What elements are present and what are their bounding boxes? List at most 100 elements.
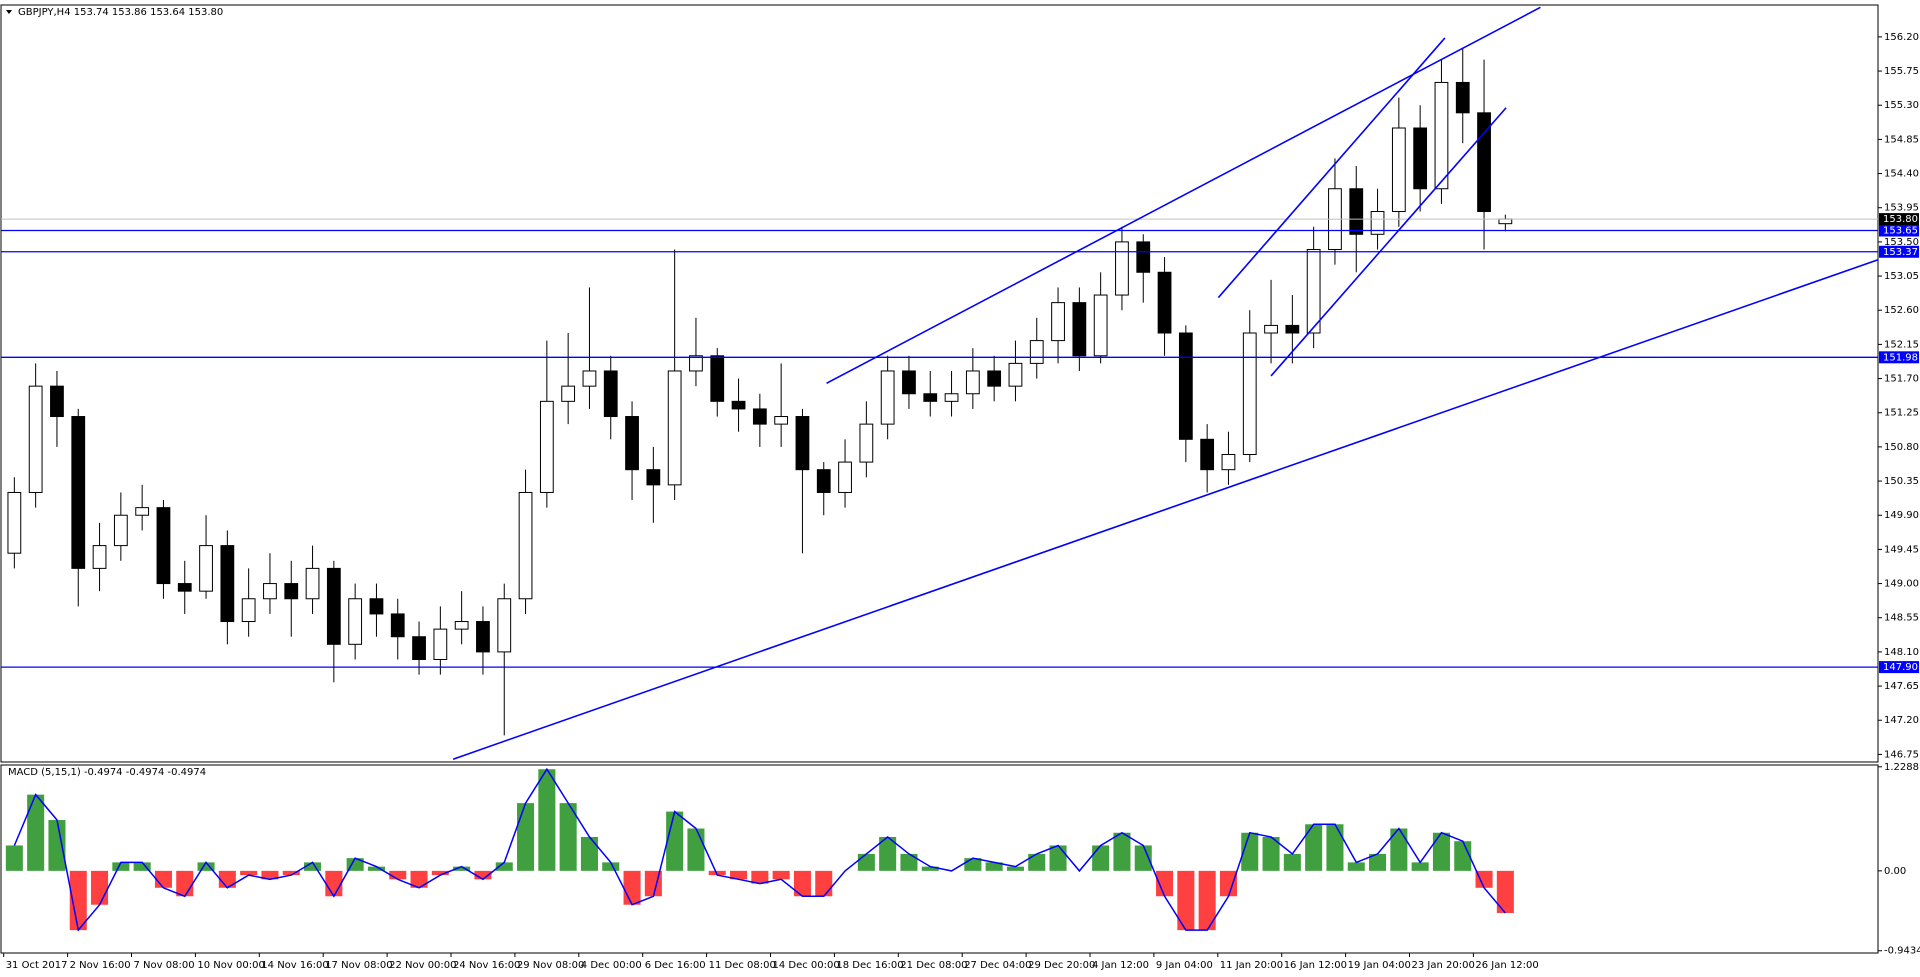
trendline	[826, 6, 1541, 384]
candle-body	[1178, 332, 1193, 440]
macd-bar	[261, 870, 279, 880]
macd-bar	[1347, 862, 1365, 871]
y-tick-label: 149.90	[1884, 510, 1919, 521]
candle-body	[1051, 302, 1065, 342]
y-tick-label: 146.75	[1884, 749, 1919, 760]
candle-body	[902, 370, 916, 395]
x-tick-label: 16 Jan 12:00	[1284, 960, 1347, 971]
macd-bar	[1283, 853, 1301, 871]
macd-bar	[687, 828, 705, 871]
x-tick-label: 17 Nov 08:00	[325, 960, 392, 971]
x-tick-label: 27 Dec 04:00	[964, 960, 1031, 971]
y-tick-label: 152.60	[1884, 305, 1919, 316]
macd-bar	[240, 870, 258, 876]
candle-body	[539, 400, 554, 493]
macd-bar	[580, 836, 598, 871]
macd-bar	[1028, 853, 1046, 871]
macd-bar	[346, 858, 364, 871]
macd-bar	[410, 870, 428, 888]
candle-body	[71, 416, 86, 569]
candle-body	[1093, 294, 1108, 357]
y-tick-label: 1.2288	[1884, 762, 1919, 773]
y-tick-label: 150.35	[1884, 476, 1919, 487]
candle-body	[433, 628, 448, 660]
level-label: 147.90	[1883, 662, 1918, 673]
candle-body	[518, 491, 533, 600]
macd-bar	[623, 870, 641, 905]
x-tick-label: 22 Nov 00:00	[389, 960, 456, 971]
y-tick-label: 148.10	[1884, 647, 1919, 658]
macd-bar	[1092, 845, 1110, 871]
level-tag	[1879, 224, 1919, 237]
macd-bar	[176, 870, 194, 897]
macd-bar	[1432, 832, 1450, 871]
macd-bar	[197, 862, 215, 871]
candle-body	[1242, 332, 1257, 455]
level-tag	[1879, 351, 1919, 364]
candle-body	[135, 507, 150, 516]
level-label: 153.37	[1883, 247, 1918, 258]
macd-bar	[1006, 866, 1024, 871]
candle-body	[199, 545, 213, 592]
macd-bar	[474, 870, 492, 880]
candle-body	[1200, 438, 1215, 471]
candle-body	[28, 385, 43, 493]
candle-body	[774, 416, 789, 425]
candle-body	[263, 583, 277, 600]
x-tick-label: 14 Nov 16:00	[261, 960, 328, 971]
y-tick-label: 147.65	[1884, 681, 1919, 692]
x-tick-label: 2 Nov 16:00	[70, 960, 131, 971]
candle-body	[326, 567, 341, 645]
x-tick-label: 26 Jan 12:00	[1475, 960, 1538, 971]
trendline	[1270, 107, 1507, 377]
candle-body	[795, 416, 810, 471]
symbol-header: GBPJPY,H4 153.74 153.86 153.64 153.80	[18, 7, 223, 18]
macd-bar	[389, 870, 407, 880]
macd-bar	[1475, 870, 1493, 888]
macd-bar	[304, 862, 322, 871]
candle-body	[752, 408, 767, 425]
y-tick-label: 150.80	[1884, 442, 1919, 453]
candle-body	[1498, 218, 1513, 225]
candle-body	[880, 370, 895, 425]
x-tick-label: 11 Dec 08:00	[709, 960, 776, 971]
candle-body	[1413, 127, 1428, 190]
macd-bar	[112, 862, 130, 871]
macd-bar	[517, 803, 535, 871]
y-tick-label: 148.55	[1884, 613, 1919, 624]
y-tick-label: 149.00	[1884, 579, 1919, 590]
candle-body	[1072, 302, 1087, 357]
candle-body	[667, 370, 682, 486]
macd-bar	[325, 870, 343, 897]
x-tick-label: 24 Nov 16:00	[453, 960, 520, 971]
candle-body	[348, 598, 363, 645]
x-tick-label: 14 Dec 00:00	[773, 960, 840, 971]
candle-body	[561, 385, 576, 402]
candle-body	[965, 370, 980, 395]
candle-body	[710, 355, 725, 402]
candle-body	[305, 567, 320, 600]
macd-bar	[1156, 870, 1174, 897]
macd-panel	[0, 764, 1879, 954]
macd-bar	[218, 870, 236, 888]
macd-bar	[5, 845, 23, 871]
macd-bar	[1369, 853, 1387, 871]
y-tick-label: 147.20	[1884, 715, 1919, 726]
candle-body	[838, 461, 852, 493]
macd-bar	[133, 862, 151, 871]
candle-body	[625, 416, 639, 471]
macd-bar	[985, 862, 1003, 871]
candle-body	[1391, 127, 1406, 213]
candle-body	[113, 514, 128, 547]
x-tick-label: 9 Jan 04:00	[1156, 960, 1213, 971]
level-tag	[1879, 661, 1919, 674]
macd-bar	[857, 853, 875, 871]
macd-bar	[921, 866, 939, 871]
candle-body	[1008, 362, 1023, 387]
candle-body	[284, 583, 299, 600]
macd-bar	[1390, 828, 1408, 871]
menu-arrow[interactable]	[6, 10, 12, 14]
candle-body	[369, 598, 384, 615]
